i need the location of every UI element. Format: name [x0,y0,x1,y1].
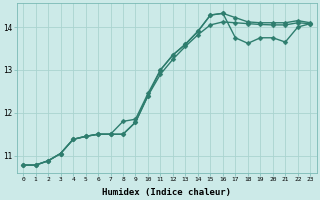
X-axis label: Humidex (Indice chaleur): Humidex (Indice chaleur) [102,188,231,197]
